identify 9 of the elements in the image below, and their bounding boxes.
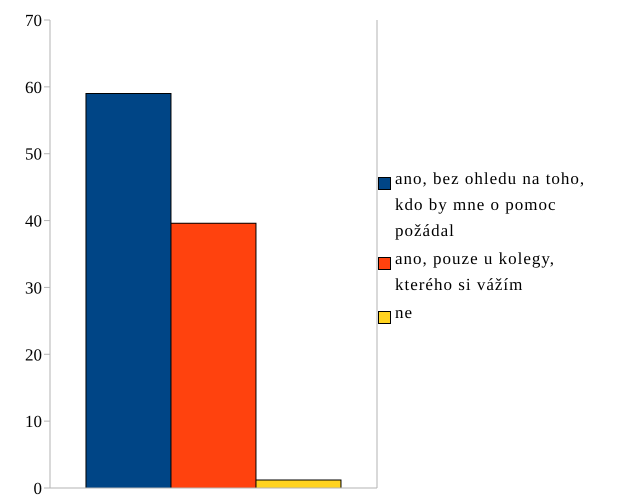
y-tick-label: 0 <box>34 479 42 497</box>
y-tick-label: 60 <box>25 78 42 97</box>
y-tick-label: 30 <box>25 278 42 298</box>
y-tick-label: 50 <box>25 144 42 164</box>
y-tick-label: 70 <box>25 11 42 30</box>
y-tick-label: 20 <box>25 345 42 364</box>
legend-label: ne <box>395 302 414 324</box>
y-tick-label: 10 <box>25 412 42 432</box>
y-tick-label: 40 <box>25 212 42 231</box>
